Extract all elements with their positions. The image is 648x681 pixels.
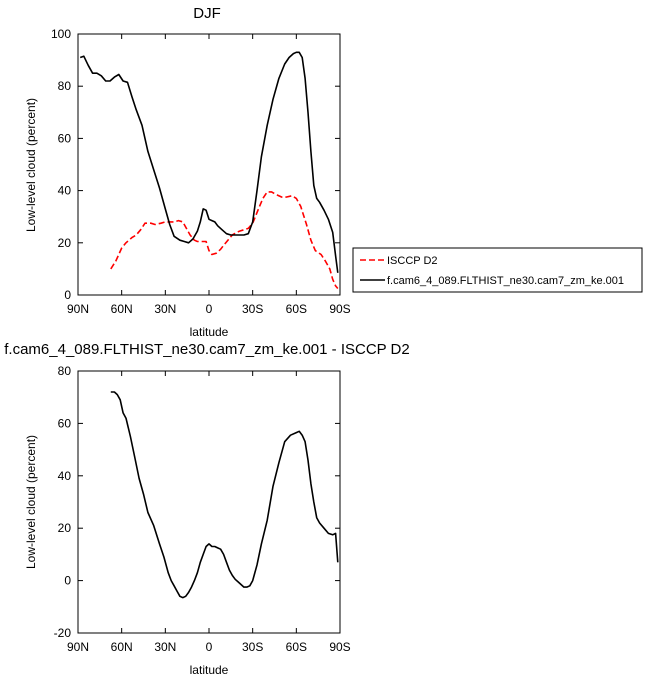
top-chart-plot-frame	[77, 33, 341, 296]
bottom-chart-plot-frame	[77, 370, 341, 634]
bottom-chart-y-tick-label: 20	[58, 521, 72, 535]
legend-label-model: f.cam6_4_089.FLTHIST_ne30.cam7_zm_ke.001	[387, 275, 624, 287]
bottom-chart-y-tick-label: 0	[64, 574, 71, 588]
top-chart-panel: DJF 90N 60N 30N 0 30S 60S 90S 0 20 40 60 80 100 lati…	[24, 5, 351, 339]
top-chart-x-tick-label: 60S	[286, 302, 307, 316]
top-chart-y-tick-label: 20	[58, 236, 72, 250]
bottom-chart-title: f.cam6_4_089.FLTHIST_ne30.cam7_zm_ke.001…	[4, 341, 409, 358]
bottom-chart-x-tick-label: 90N	[67, 640, 89, 654]
top-chart-title: DJF	[193, 5, 221, 22]
bottom-chart-y-tick-label: -20	[54, 626, 72, 640]
legend-box	[352, 247, 643, 293]
bottom-chart-y-tick-label: 80	[58, 364, 72, 378]
top-chart-x-tick-label: 0	[206, 302, 213, 316]
bottom-chart-x-tick-label: 60N	[111, 640, 133, 654]
bottom-chart-panel: f.cam6_4_089.FLTHIST_ne30.cam7_zm_ke.001…	[4, 341, 409, 677]
top-chart-legend: ISCCP D2 f.cam6_4_089.FLTHIST_ne30.cam7_…	[352, 247, 643, 293]
bottom-chart-ticks: 90N 60N 30N 0 30S 60S 90S -20 0 20 40 60 80	[54, 364, 351, 654]
top-chart-series-line-0	[110, 191, 339, 290]
bottom-chart-x-tick-label: 90S	[329, 640, 350, 654]
top-chart-x-tick-label: 90S	[329, 302, 350, 316]
top-chart-y-tick-label: 60	[58, 131, 72, 145]
top-chart-series	[79, 51, 339, 290]
top-chart-x-tick-label: 30S	[242, 302, 263, 316]
top-chart-ticks: 90N 60N 30N 0 30S 60S 90S 0 20 40 60 80 100	[51, 27, 351, 316]
top-chart-series-line-1	[79, 51, 339, 273]
top-chart-x-tick-label: 30N	[154, 302, 176, 316]
bottom-chart-series-line-0	[110, 391, 339, 599]
top-chart-y-tick-label: 100	[51, 27, 71, 41]
top-chart-x-tick-label: 60N	[111, 302, 133, 316]
top-chart-y-tick-label: 40	[58, 184, 72, 198]
legend-label-isccp: ISCCP D2	[387, 255, 438, 267]
bottom-chart-x-tick-label: 30S	[242, 640, 263, 654]
bottom-chart-x-tick-label: 30N	[154, 640, 176, 654]
bottom-chart-y-tick-label: 40	[58, 469, 72, 483]
bottom-chart-x-axis-label: latitude	[190, 663, 229, 677]
bottom-chart-series	[110, 391, 339, 599]
top-chart-y-tick-label: 0	[64, 288, 71, 302]
top-chart-y-tick-label: 80	[58, 79, 72, 93]
bottom-chart-x-tick-label: 0	[206, 640, 213, 654]
top-chart-x-tick-label: 90N	[67, 302, 89, 316]
bottom-chart-y-axis-label: Low-level cloud (percent)	[24, 435, 38, 569]
top-chart-x-axis-label: latitude	[190, 325, 229, 339]
top-chart-y-axis-label: Low-level cloud (percent)	[24, 98, 38, 232]
bottom-chart-x-tick-label: 60S	[286, 640, 307, 654]
bottom-chart-y-tick-label: 60	[58, 416, 72, 430]
